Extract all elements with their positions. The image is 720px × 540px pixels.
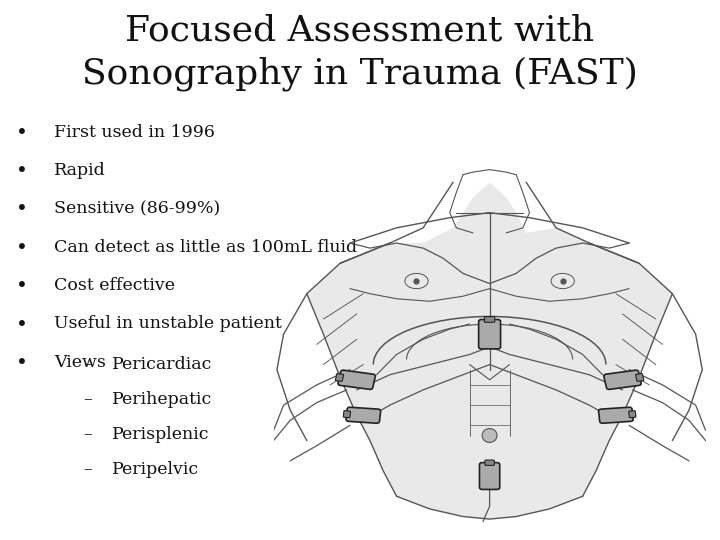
FancyBboxPatch shape (346, 407, 381, 423)
Text: Peripelvic: Peripelvic (112, 461, 199, 478)
Text: Can detect as little as 100mL fluid: Can detect as little as 100mL fluid (54, 239, 357, 256)
Text: Pericardiac: Pericardiac (112, 356, 212, 373)
Text: –: – (83, 391, 91, 408)
FancyBboxPatch shape (343, 411, 351, 417)
Text: Perisplenic: Perisplenic (112, 426, 209, 443)
Text: Cost effective: Cost effective (54, 277, 175, 294)
FancyBboxPatch shape (604, 370, 642, 389)
Polygon shape (307, 183, 672, 519)
Text: •: • (16, 238, 27, 257)
Text: –: – (83, 461, 91, 478)
FancyBboxPatch shape (338, 370, 375, 389)
Text: Sonography in Trauma (FAST): Sonography in Trauma (FAST) (82, 57, 638, 91)
Ellipse shape (482, 429, 497, 442)
Text: –: – (83, 426, 91, 443)
Text: •: • (16, 123, 27, 142)
Text: Sensitive (86-99%): Sensitive (86-99%) (54, 200, 220, 218)
Text: •: • (16, 161, 27, 180)
Text: Focused Assessment with: Focused Assessment with (125, 14, 595, 48)
Text: –: – (83, 356, 91, 373)
FancyBboxPatch shape (629, 411, 636, 417)
Text: Useful in unstable patient: Useful in unstable patient (54, 315, 282, 333)
FancyBboxPatch shape (479, 320, 500, 349)
Text: •: • (16, 276, 27, 295)
Text: Perihepatic: Perihepatic (112, 391, 212, 408)
Text: •: • (16, 199, 27, 219)
Text: Views: Views (54, 354, 106, 371)
FancyBboxPatch shape (598, 407, 633, 423)
Text: First used in 1996: First used in 1996 (54, 124, 215, 141)
FancyBboxPatch shape (336, 374, 343, 381)
FancyBboxPatch shape (636, 374, 644, 381)
FancyBboxPatch shape (480, 463, 500, 489)
FancyBboxPatch shape (485, 316, 495, 322)
Text: Rapid: Rapid (54, 162, 106, 179)
FancyBboxPatch shape (485, 460, 495, 465)
Text: •: • (16, 314, 27, 334)
Text: •: • (16, 353, 27, 372)
